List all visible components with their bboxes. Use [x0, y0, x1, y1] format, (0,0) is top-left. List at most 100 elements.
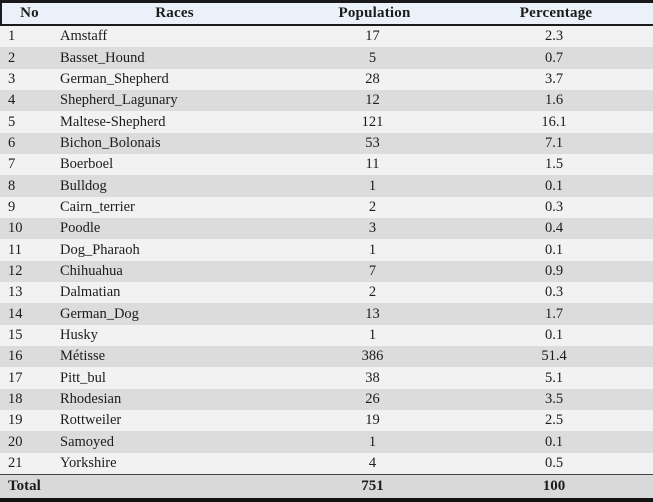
- cell-no: 20: [8, 434, 23, 450]
- cell-race: Pitt_bul: [60, 370, 106, 386]
- cell-race: Chihuahua: [60, 264, 123, 279]
- table-row: 10 Poodle 3 0.4: [0, 217, 653, 240]
- table-row: 4 Shepherd_Lagunary 12 1.6: [0, 89, 653, 112]
- cell-no: 16: [8, 349, 23, 364]
- cell-race: Métisse: [60, 349, 106, 364]
- cell-percentage: 0.1: [544, 242, 564, 258]
- cell-percentage: 5.1: [544, 370, 564, 386]
- total-label: Total: [8, 478, 41, 494]
- cell-population: 121: [361, 114, 384, 130]
- table-row: 16 Métisse 386 51.4: [0, 345, 653, 368]
- cell-race: Rottweiler: [60, 413, 122, 428]
- cell-no: 2: [8, 50, 16, 66]
- cell-race: Shepherd_Lagunary: [60, 93, 178, 108]
- cell-percentage: 16.1: [541, 114, 567, 130]
- cell-percentage: 51.4: [541, 349, 567, 364]
- cell-no: 4: [8, 93, 16, 108]
- table-row: 14 German_Dog 13 1.7: [0, 303, 653, 325]
- cell-race: Dalmatian: [60, 285, 121, 300]
- table-row: 3 German_Shepherd 28 3.7: [0, 68, 653, 90]
- cell-percentage: 1.6: [544, 93, 564, 108]
- cell-population: 19: [365, 413, 380, 428]
- cell-percentage: 2.5: [544, 413, 564, 428]
- cell-percentage: 0.1: [544, 434, 564, 450]
- cell-race: German_Shepherd: [60, 72, 169, 87]
- cell-population: 2: [368, 200, 377, 215]
- cell-population: 13: [365, 306, 380, 322]
- cell-population: 28: [365, 72, 380, 87]
- table-row: 2 Basset_Hound 5 0.7: [0, 47, 653, 69]
- table-row: 12 Chihuahua 7 0.9: [0, 260, 653, 282]
- cell-race: Cairn_terrier: [60, 200, 135, 215]
- cell-no: 9: [8, 200, 16, 215]
- cell-population: 1: [368, 328, 377, 343]
- cell-population: 5: [368, 50, 377, 66]
- cell-percentage: 7.1: [544, 136, 564, 151]
- cell-no: 6: [8, 136, 16, 151]
- cell-percentage: 0.3: [544, 285, 564, 300]
- table-row: 21 Yorkshire 4 0.5: [0, 452, 653, 474]
- cell-no: 3: [8, 72, 16, 87]
- total-population-value: 751: [361, 478, 384, 494]
- cell-percentage: 1.7: [544, 306, 564, 322]
- cell-race: Bulldog: [60, 178, 107, 194]
- cell-percentage: 0.3: [544, 200, 564, 215]
- cell-race: Husky: [60, 328, 98, 343]
- cell-percentage: 0.7: [544, 50, 564, 66]
- table-row: 20 Samoyed 1 0.1: [0, 431, 653, 453]
- cell-population: 11: [365, 157, 380, 172]
- cell-race: Samoyed: [60, 434, 114, 450]
- cell-percentage: 3.5: [544, 391, 564, 407]
- table-total-row: Total 751 100: [0, 473, 653, 498]
- cell-population: 38: [365, 370, 380, 386]
- cell-race: Basset_Hound: [60, 50, 145, 66]
- total-percentage-value: 100: [542, 478, 566, 494]
- cell-race: Bichon_Bolonais: [60, 136, 161, 151]
- cell-population: 1: [368, 242, 377, 258]
- cell-no: 19: [8, 413, 23, 428]
- cell-population: 53: [365, 136, 380, 151]
- table-row: 7 Boerboel 11 1.5: [0, 153, 653, 176]
- cell-no: 21: [8, 455, 23, 471]
- cell-population: 1: [368, 434, 377, 450]
- cell-race: Maltese-Shepherd: [60, 114, 166, 130]
- cell-percentage: 3.7: [544, 72, 564, 87]
- cell-percentage: 0.1: [544, 178, 564, 194]
- cell-percentage: 1.5: [544, 157, 564, 172]
- table-row: 1 Amstaff 17 2.3: [0, 26, 653, 48]
- cell-population: 12: [365, 93, 380, 108]
- cell-population: 3: [368, 221, 377, 236]
- cell-no: 17: [8, 370, 23, 386]
- table-row: 13 Dalmatian 2 0.3: [0, 281, 653, 304]
- header-cell-races: Races: [155, 6, 194, 21]
- cell-race: German_Dog: [60, 306, 139, 322]
- table-row: 18 Rhodesian 26 3.5: [0, 388, 653, 410]
- cell-population: 17: [365, 29, 380, 44]
- header-cell-population: Population: [338, 6, 411, 21]
- header-cell-percentage: Percentage: [519, 6, 593, 21]
- cell-no: 11: [8, 242, 22, 258]
- table-header-row: No Races Population Percentage: [0, 3, 653, 26]
- cell-race: Rhodesian: [60, 391, 122, 407]
- table-row: 15 Husky 1 0.1: [0, 324, 653, 346]
- table-row: 6 Bichon_Bolonais 53 7.1: [0, 132, 653, 154]
- cell-population: 26: [365, 391, 380, 407]
- cell-percentage: 0.1: [544, 328, 564, 343]
- cell-no: 8: [8, 178, 16, 194]
- cell-no: 5: [8, 114, 16, 130]
- cell-population: 4: [368, 455, 377, 471]
- table-row: 8 Bulldog 1 0.1: [0, 175, 653, 197]
- cell-percentage: 0.4: [544, 221, 564, 236]
- cell-race: Dog_Pharaoh: [60, 242, 140, 258]
- cell-no: 10: [8, 221, 23, 236]
- header-cell-no: No: [20, 6, 39, 21]
- cell-no: 14: [8, 306, 23, 322]
- cell-race: Boerboel: [60, 157, 114, 172]
- cell-percentage: 0.9: [544, 264, 564, 279]
- cell-race: Yorkshire: [60, 455, 117, 471]
- table-row: 11 Dog_Pharaoh 1 0.1: [0, 239, 653, 261]
- cell-population: 1: [368, 178, 377, 194]
- table-row: 5 Maltese-Shepherd 121 16.1: [0, 111, 653, 133]
- cell-no: 12: [8, 264, 23, 279]
